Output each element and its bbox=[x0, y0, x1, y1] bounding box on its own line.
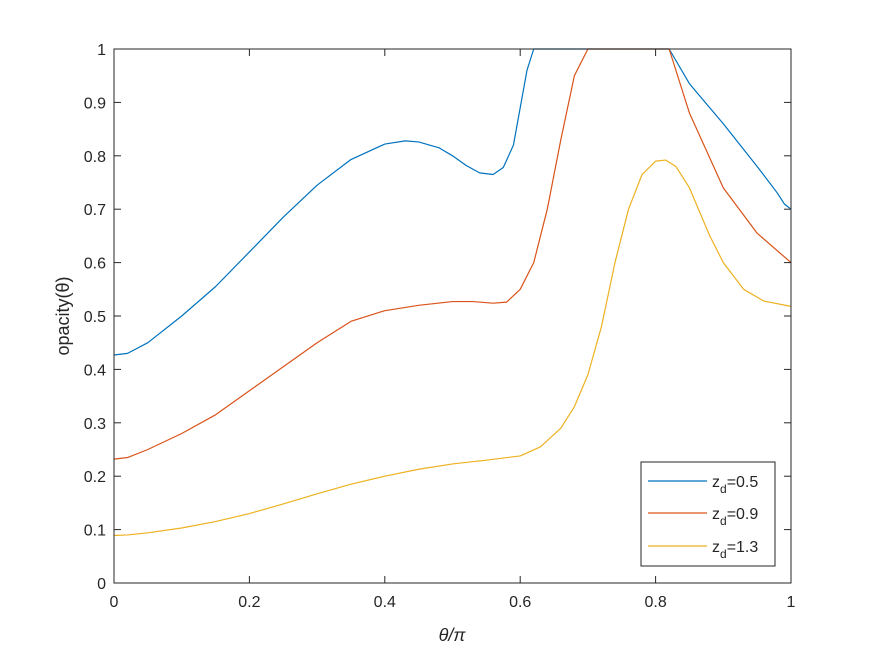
legend-entry: zd=0.5 bbox=[648, 474, 758, 496]
legend-entry: zd=1.3 bbox=[648, 539, 758, 561]
y-tick-label: 0 bbox=[97, 576, 106, 593]
y-tick-label: 0.1 bbox=[84, 523, 106, 540]
x-tick-label: 0.8 bbox=[644, 594, 666, 611]
y-tick-label: 0.5 bbox=[84, 309, 106, 326]
y-tick-label: 0.3 bbox=[84, 416, 106, 433]
y-tick-label: 0.9 bbox=[84, 95, 106, 112]
y-tick-label: 0.4 bbox=[84, 362, 106, 379]
y-tick-label: 0.7 bbox=[84, 202, 106, 219]
legend: zd=0.5 zd=0.9 zd=1.3 bbox=[640, 461, 776, 567]
y-tick-label: 0.2 bbox=[84, 469, 106, 486]
ticks-layer: 0 0.2 0.4 0.6 0.8 1 0 0.1 0.2 0.3 0.4 0.5 0.6 0.7 0.8 0… bbox=[84, 42, 796, 611]
x-tick-label: 0.6 bbox=[509, 594, 531, 611]
x-tick-label: 1 bbox=[787, 594, 796, 611]
legend-box bbox=[640, 461, 776, 567]
y-tick-label: 1 bbox=[97, 42, 106, 59]
legend-label: zd=1.3 bbox=[712, 539, 758, 561]
x-tick-label: 0.4 bbox=[374, 594, 396, 611]
x-tick-label: 0.2 bbox=[238, 594, 260, 611]
legend-label: zd=0.5 bbox=[712, 474, 758, 496]
series-line bbox=[113, 159, 792, 537]
legend-label: zd=0.9 bbox=[712, 506, 758, 528]
y-tick-label: 0.6 bbox=[84, 256, 106, 273]
x-tick-label: 0 bbox=[110, 594, 119, 611]
x-axis-label: θ/π bbox=[439, 625, 467, 645]
y-axis-label: opacity(θ) bbox=[53, 276, 73, 355]
legend-entry: zd=0.9 bbox=[648, 506, 758, 528]
series-line bbox=[113, 48, 792, 356]
y-tick-label: 0.8 bbox=[84, 149, 106, 166]
